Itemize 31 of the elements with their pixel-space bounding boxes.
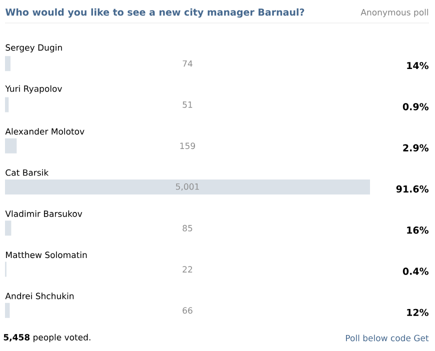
- bar: [5, 56, 10, 72]
- y-tick-label: Sergey Dugin: [6, 44, 62, 52]
- text: 2.9%: [403, 144, 429, 152]
- annotation: 74: [182, 60, 192, 67]
- text: 0.4%: [402, 268, 429, 275]
- text: 0.9%: [402, 103, 429, 110]
- y-tick-label: Matthew Solomatin: [6, 252, 87, 258]
- text: 12%: [407, 308, 429, 316]
- annotation: 85: [182, 224, 192, 232]
- annotation: 5,001: [176, 183, 199, 191]
- text: 91.6%: [396, 185, 429, 193]
- bar: [5, 220, 12, 236]
- y-tick-label: Vladimir Barsukov: [5, 210, 82, 217]
- annotation: 66: [182, 307, 192, 314]
- bar: [5, 180, 370, 194]
- y-tick-label: Yuri Ryapolov: [5, 85, 62, 94]
- bar: [5, 97, 9, 112]
- annotation: 22: [182, 266, 192, 272]
- chart-title: Who would you like to see a new city manager Barnaul?: [5, 8, 304, 18]
- y-tick-label: Cat Barsik: [6, 169, 49, 176]
- y-tick-label: Andrei Shchukin: [5, 292, 74, 300]
- annotation: 51: [182, 102, 192, 108]
- bar: [5, 138, 17, 154]
- y-tick-label: Alexander Molotov: [5, 128, 84, 135]
- text: 14%: [407, 62, 429, 70]
- text: Poll below code Get: [346, 334, 429, 342]
- annotation: 159: [180, 142, 196, 150]
- text: 5,458 people voted.: [4, 334, 90, 342]
- text: 16%: [407, 226, 429, 234]
- text: Anonymous poll: [360, 8, 428, 18]
- bar: [5, 302, 10, 318]
